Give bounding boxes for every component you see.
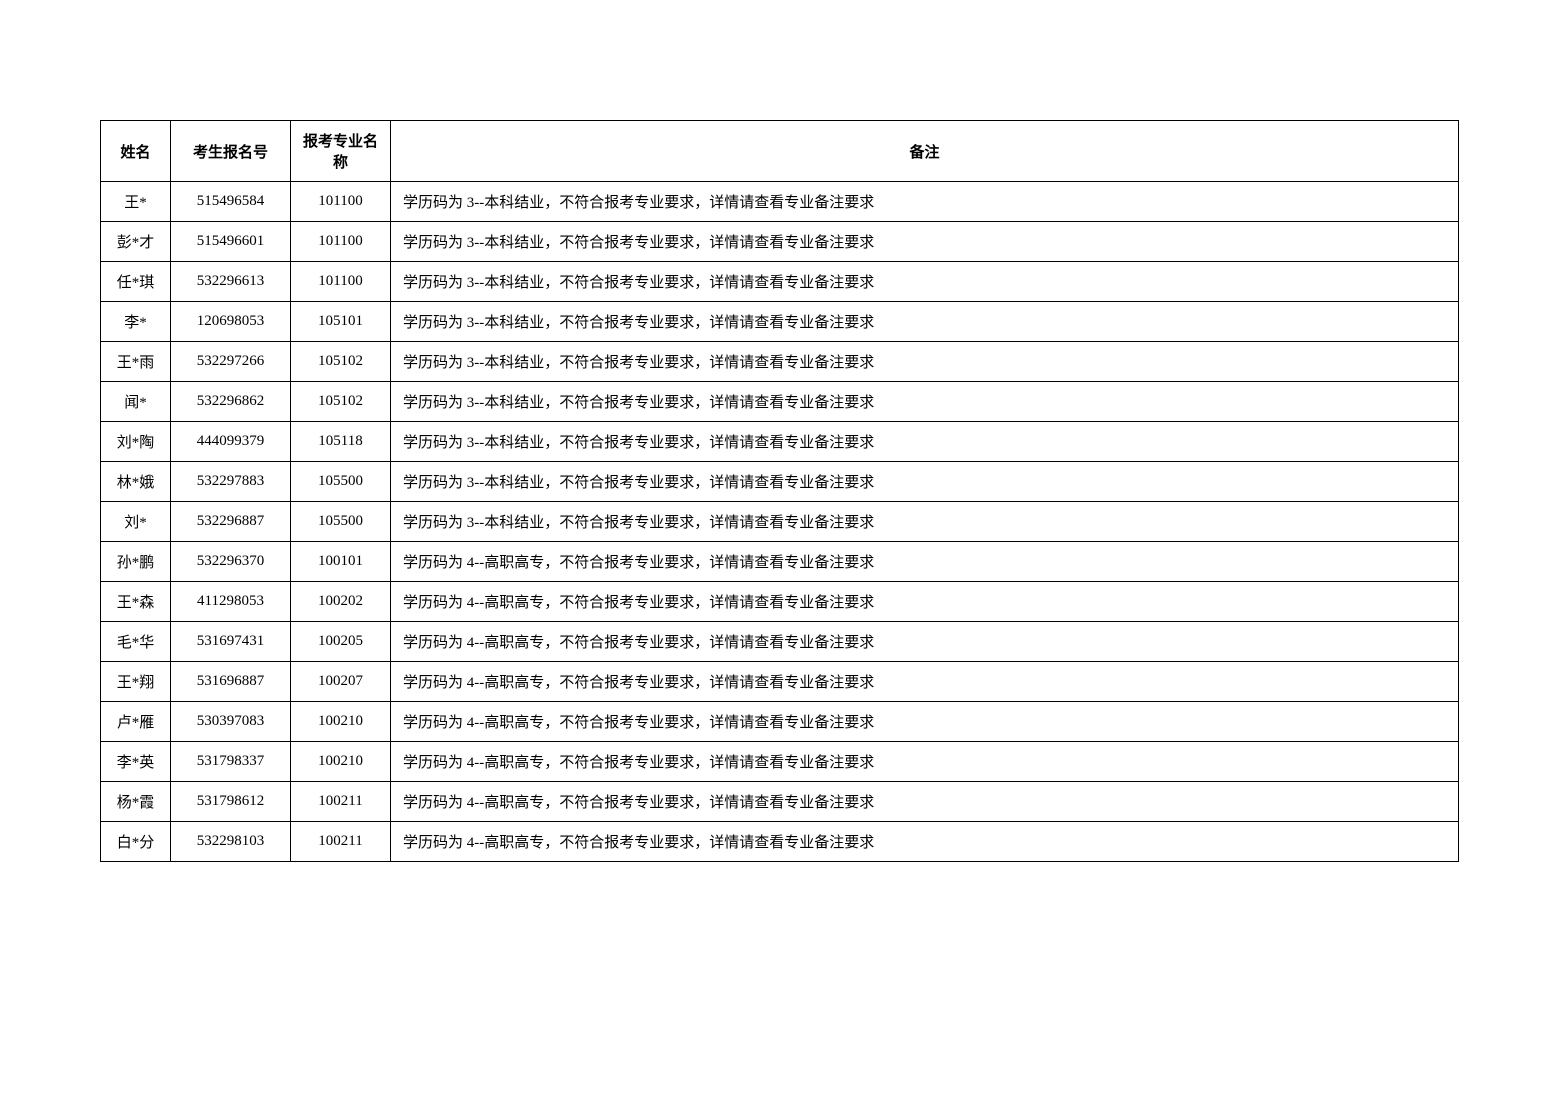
cell-id: 515496584 bbox=[171, 182, 291, 222]
cell-major: 105102 bbox=[291, 382, 391, 422]
cell-id: 531798612 bbox=[171, 782, 291, 822]
table-row: 王*森411298053100202学历码为 4--高职高专，不符合报考专业要求… bbox=[101, 582, 1459, 622]
cell-major: 101100 bbox=[291, 222, 391, 262]
cell-id: 531798337 bbox=[171, 742, 291, 782]
cell-name: 任*琪 bbox=[101, 262, 171, 302]
col-header-id: 考生报名号 bbox=[171, 121, 291, 182]
cell-id: 531696887 bbox=[171, 662, 291, 702]
cell-note: 学历码为 4--高职高专，不符合报考专业要求，详情请查看专业备注要求 bbox=[391, 782, 1459, 822]
cell-note: 学历码为 3--本科结业，不符合报考专业要求，详情请查看专业备注要求 bbox=[391, 182, 1459, 222]
cell-note: 学历码为 4--高职高专，不符合报考专业要求，详情请查看专业备注要求 bbox=[391, 662, 1459, 702]
cell-name: 李* bbox=[101, 302, 171, 342]
table-row: 任*琪532296613101100学历码为 3--本科结业，不符合报考专业要求… bbox=[101, 262, 1459, 302]
cell-id: 411298053 bbox=[171, 582, 291, 622]
cell-major: 105102 bbox=[291, 342, 391, 382]
cell-name: 闻* bbox=[101, 382, 171, 422]
cell-note: 学历码为 3--本科结业，不符合报考专业要求，详情请查看专业备注要求 bbox=[391, 502, 1459, 542]
cell-major: 105500 bbox=[291, 462, 391, 502]
cell-note: 学历码为 3--本科结业，不符合报考专业要求，详情请查看专业备注要求 bbox=[391, 302, 1459, 342]
cell-id: 532296862 bbox=[171, 382, 291, 422]
cell-name: 刘*陶 bbox=[101, 422, 171, 462]
cell-id: 532296887 bbox=[171, 502, 291, 542]
cell-major: 101100 bbox=[291, 262, 391, 302]
table-header: 姓名 考生报名号 报考专业名称 备注 bbox=[101, 121, 1459, 182]
cell-major: 100210 bbox=[291, 742, 391, 782]
col-header-note: 备注 bbox=[391, 121, 1459, 182]
cell-note: 学历码为 4--高职高专，不符合报考专业要求，详情请查看专业备注要求 bbox=[391, 582, 1459, 622]
cell-name: 杨*霞 bbox=[101, 782, 171, 822]
cell-note: 学历码为 4--高职高专，不符合报考专业要求，详情请查看专业备注要求 bbox=[391, 702, 1459, 742]
cell-major: 100207 bbox=[291, 662, 391, 702]
cell-major: 105101 bbox=[291, 302, 391, 342]
cell-major: 100211 bbox=[291, 782, 391, 822]
cell-major: 100202 bbox=[291, 582, 391, 622]
table-body: 王*515496584101100学历码为 3--本科结业，不符合报考专业要求，… bbox=[101, 182, 1459, 862]
cell-name: 李*英 bbox=[101, 742, 171, 782]
cell-major: 101100 bbox=[291, 182, 391, 222]
cell-note: 学历码为 3--本科结业，不符合报考专业要求，详情请查看专业备注要求 bbox=[391, 422, 1459, 462]
cell-note: 学历码为 4--高职高专，不符合报考专业要求，详情请查看专业备注要求 bbox=[391, 622, 1459, 662]
table-row: 孙*鹏532296370100101学历码为 4--高职高专，不符合报考专业要求… bbox=[101, 542, 1459, 582]
cell-name: 王* bbox=[101, 182, 171, 222]
cell-name: 白*分 bbox=[101, 822, 171, 862]
table-row: 王*翔531696887100207学历码为 4--高职高专，不符合报考专业要求… bbox=[101, 662, 1459, 702]
table-row: 彭*才515496601101100学历码为 3--本科结业，不符合报考专业要求… bbox=[101, 222, 1459, 262]
cell-note: 学历码为 3--本科结业，不符合报考专业要求，详情请查看专业备注要求 bbox=[391, 382, 1459, 422]
table-row: 林*娥532297883105500学历码为 3--本科结业，不符合报考专业要求… bbox=[101, 462, 1459, 502]
cell-major: 100211 bbox=[291, 822, 391, 862]
cell-note: 学历码为 3--本科结业，不符合报考专业要求，详情请查看专业备注要求 bbox=[391, 462, 1459, 502]
cell-note: 学历码为 4--高职高专，不符合报考专业要求，详情请查看专业备注要求 bbox=[391, 542, 1459, 582]
cell-name: 王*森 bbox=[101, 582, 171, 622]
table-row: 毛*华531697431100205学历码为 4--高职高专，不符合报考专业要求… bbox=[101, 622, 1459, 662]
cell-id: 531697431 bbox=[171, 622, 291, 662]
cell-id: 515496601 bbox=[171, 222, 291, 262]
cell-name: 王*雨 bbox=[101, 342, 171, 382]
data-table: 姓名 考生报名号 报考专业名称 备注 王*515496584101100学历码为… bbox=[100, 120, 1459, 862]
header-row: 姓名 考生报名号 报考专业名称 备注 bbox=[101, 121, 1459, 182]
table-row: 王*雨532297266105102学历码为 3--本科结业，不符合报考专业要求… bbox=[101, 342, 1459, 382]
table-row: 白*分532298103100211学历码为 4--高职高专，不符合报考专业要求… bbox=[101, 822, 1459, 862]
cell-id: 444099379 bbox=[171, 422, 291, 462]
table-row: 杨*霞531798612100211学历码为 4--高职高专，不符合报考专业要求… bbox=[101, 782, 1459, 822]
cell-name: 林*娥 bbox=[101, 462, 171, 502]
cell-id: 532296370 bbox=[171, 542, 291, 582]
table-row: 闻*532296862105102学历码为 3--本科结业，不符合报考专业要求，… bbox=[101, 382, 1459, 422]
cell-major: 105500 bbox=[291, 502, 391, 542]
cell-note: 学历码为 3--本科结业，不符合报考专业要求，详情请查看专业备注要求 bbox=[391, 262, 1459, 302]
cell-id: 532298103 bbox=[171, 822, 291, 862]
cell-id: 532297883 bbox=[171, 462, 291, 502]
cell-note: 学历码为 4--高职高专，不符合报考专业要求，详情请查看专业备注要求 bbox=[391, 742, 1459, 782]
table-row: 卢*雁530397083100210学历码为 4--高职高专，不符合报考专业要求… bbox=[101, 702, 1459, 742]
cell-major: 100101 bbox=[291, 542, 391, 582]
cell-id: 530397083 bbox=[171, 702, 291, 742]
col-header-name: 姓名 bbox=[101, 121, 171, 182]
cell-major: 100205 bbox=[291, 622, 391, 662]
cell-name: 刘* bbox=[101, 502, 171, 542]
cell-note: 学历码为 3--本科结业，不符合报考专业要求，详情请查看专业备注要求 bbox=[391, 222, 1459, 262]
cell-name: 彭*才 bbox=[101, 222, 171, 262]
cell-major: 100210 bbox=[291, 702, 391, 742]
table-row: 李*英531798337100210学历码为 4--高职高专，不符合报考专业要求… bbox=[101, 742, 1459, 782]
cell-name: 毛*华 bbox=[101, 622, 171, 662]
cell-id: 120698053 bbox=[171, 302, 291, 342]
cell-note: 学历码为 4--高职高专，不符合报考专业要求，详情请查看专业备注要求 bbox=[391, 822, 1459, 862]
table-row: 刘*532296887105500学历码为 3--本科结业，不符合报考专业要求，… bbox=[101, 502, 1459, 542]
cell-note: 学历码为 3--本科结业，不符合报考专业要求，详情请查看专业备注要求 bbox=[391, 342, 1459, 382]
cell-id: 532296613 bbox=[171, 262, 291, 302]
cell-id: 532297266 bbox=[171, 342, 291, 382]
cell-major: 105118 bbox=[291, 422, 391, 462]
cell-name: 王*翔 bbox=[101, 662, 171, 702]
cell-name: 孙*鹏 bbox=[101, 542, 171, 582]
col-header-major: 报考专业名称 bbox=[291, 121, 391, 182]
cell-name: 卢*雁 bbox=[101, 702, 171, 742]
table-row: 李*120698053105101学历码为 3--本科结业，不符合报考专业要求，… bbox=[101, 302, 1459, 342]
table-row: 王*515496584101100学历码为 3--本科结业，不符合报考专业要求，… bbox=[101, 182, 1459, 222]
table-row: 刘*陶444099379105118学历码为 3--本科结业，不符合报考专业要求… bbox=[101, 422, 1459, 462]
